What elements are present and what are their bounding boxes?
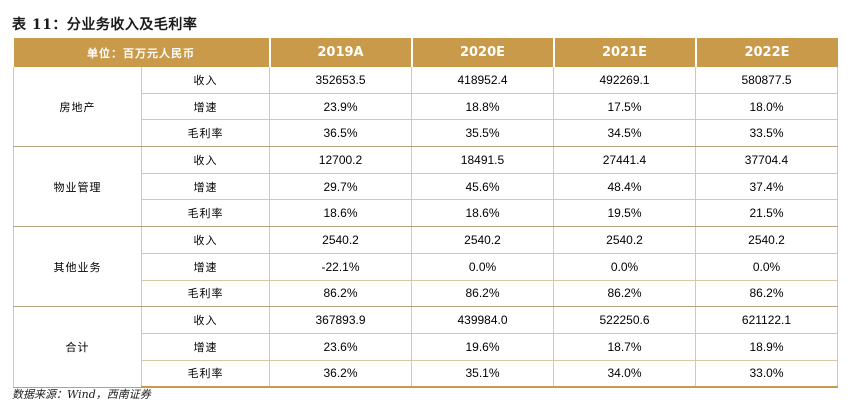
metric-label: 增速 bbox=[141, 333, 270, 361]
metric-label: 收入 bbox=[141, 67, 270, 94]
value-cell: 34.5% bbox=[553, 119, 696, 148]
value-cell: 23.6% bbox=[269, 333, 412, 361]
value-cell: 36.5% bbox=[269, 119, 412, 148]
value-cell: -22.1% bbox=[269, 253, 412, 281]
value-cell: 19.6% bbox=[411, 333, 554, 361]
value-cell: 33.0% bbox=[695, 360, 838, 389]
value-cell: 18.9% bbox=[695, 333, 838, 361]
value-cell: 352653.5 bbox=[269, 67, 412, 94]
value-cell: 19.5% bbox=[553, 199, 696, 228]
table-row: 其他业务 收入 2540.2 2540.2 2540.2 2540.2 bbox=[13, 226, 838, 308]
value-cell: 37704.4 bbox=[695, 146, 838, 174]
value-cell: 2540.2 bbox=[695, 226, 838, 254]
value-cell: 12700.2 bbox=[269, 146, 412, 174]
year-header: 2022E bbox=[694, 38, 838, 67]
year-header: 2020E bbox=[410, 38, 554, 67]
value-cell: 418952.4 bbox=[411, 67, 554, 94]
value-cell: 86.2% bbox=[411, 280, 554, 308]
segment-revenue-table: 单位：百万元人民币 2019A 2020E 2021E 2022E 房地产 收入 3… bbox=[13, 38, 838, 389]
value-cell: 18.6% bbox=[411, 199, 554, 228]
value-cell: 18491.5 bbox=[411, 146, 554, 174]
table-row: 合计 收入 367893.9 439984.0 522250.6 621122.1 bbox=[13, 306, 838, 388]
table-row: 毛利率 36.5% 35.5% 34.5% 33.5% bbox=[14, 119, 838, 148]
value-cell: 18.7% bbox=[553, 333, 696, 361]
value-cell: 439984.0 bbox=[411, 306, 554, 334]
value-cell: 2540.2 bbox=[553, 226, 696, 254]
value-cell: 37.4% bbox=[695, 173, 838, 201]
year-header: 2019A bbox=[268, 38, 412, 67]
segment-label: 房地产 bbox=[13, 67, 142, 148]
value-cell: 27441.4 bbox=[553, 146, 696, 174]
value-cell: 36.2% bbox=[269, 360, 412, 389]
table-row: 毛利率 36.2% 35.1% 34.0% 33.0% bbox=[14, 360, 838, 389]
table-row: 增速 29.7% 45.6% 48.4% 37.4% bbox=[14, 173, 838, 201]
table-row: 物业管理 收入 12700.2 18491.5 27441.4 37704.4 bbox=[13, 146, 838, 228]
unit-header: 单位：百万元人民币 bbox=[13, 38, 270, 67]
value-cell: 0.0% bbox=[695, 253, 838, 281]
value-cell: 23.9% bbox=[269, 93, 412, 121]
value-cell: 18.0% bbox=[695, 93, 838, 121]
value-cell: 33.5% bbox=[695, 119, 838, 148]
value-cell: 367893.9 bbox=[269, 306, 412, 334]
table-header-row: 单位：百万元人民币 2019A 2020E 2021E 2022E bbox=[13, 38, 838, 67]
year-header: 2021E bbox=[552, 38, 696, 67]
value-cell: 18.6% bbox=[269, 199, 412, 228]
value-cell: 2540.2 bbox=[411, 226, 554, 254]
value-cell: 29.7% bbox=[269, 173, 412, 201]
metric-label: 毛利率 bbox=[141, 119, 270, 148]
metric-label: 毛利率 bbox=[141, 199, 270, 228]
value-cell: 86.2% bbox=[269, 280, 412, 308]
segment-label: 合计 bbox=[13, 306, 142, 388]
value-cell: 18.8% bbox=[411, 93, 554, 121]
metric-label: 毛利率 bbox=[141, 360, 270, 389]
metric-label: 毛利率 bbox=[141, 280, 270, 308]
value-cell: 34.0% bbox=[553, 360, 696, 389]
value-cell: 45.6% bbox=[411, 173, 554, 201]
metric-label: 收入 bbox=[141, 226, 270, 254]
value-cell: 2540.2 bbox=[269, 226, 412, 254]
table-row: 增速 23.9% 18.8% 17.5% 18.0% bbox=[14, 93, 838, 121]
value-cell: 86.2% bbox=[553, 280, 696, 308]
value-cell: 17.5% bbox=[553, 93, 696, 121]
value-cell: 86.2% bbox=[695, 280, 838, 308]
segment-label: 其他业务 bbox=[13, 226, 142, 308]
value-cell: 21.5% bbox=[695, 199, 838, 228]
value-cell: 580877.5 bbox=[695, 67, 838, 94]
value-cell: 35.5% bbox=[411, 119, 554, 148]
metric-label: 增速 bbox=[141, 93, 270, 121]
value-cell: 0.0% bbox=[553, 253, 696, 281]
table-title: 表 11：分业务收入及毛利率 bbox=[12, 17, 198, 33]
table-row: 毛利率 86.2% 86.2% 86.2% 86.2% bbox=[14, 280, 838, 308]
value-cell: 35.1% bbox=[411, 360, 554, 389]
value-cell: 48.4% bbox=[553, 173, 696, 201]
metric-label: 收入 bbox=[141, 146, 270, 174]
source-note: 数据来源：Wind，西南证券 bbox=[12, 388, 151, 401]
metric-label: 增速 bbox=[141, 253, 270, 281]
value-cell: 621122.1 bbox=[695, 306, 838, 334]
metric-label: 增速 bbox=[141, 173, 270, 201]
metric-label: 收入 bbox=[141, 306, 270, 334]
value-cell: 492269.1 bbox=[553, 67, 696, 94]
table-row: 房地产 收入 352653.5 418952.4 492269.1 580877.5 bbox=[13, 67, 838, 148]
table-body: 房地产 收入 352653.5 418952.4 492269.1 580877.5 增速 2… bbox=[13, 67, 838, 389]
segment-label: 物业管理 bbox=[13, 146, 142, 228]
value-cell: 0.0% bbox=[411, 253, 554, 281]
table-row: 毛利率 18.6% 18.6% 19.5% 21.5% bbox=[14, 199, 838, 228]
table-row: 增速 23.6% 19.6% 18.7% 18.9% bbox=[14, 333, 838, 361]
value-cell: 522250.6 bbox=[553, 306, 696, 334]
table-row: 增速 -22.1% 0.0% 0.0% 0.0% bbox=[14, 253, 838, 281]
